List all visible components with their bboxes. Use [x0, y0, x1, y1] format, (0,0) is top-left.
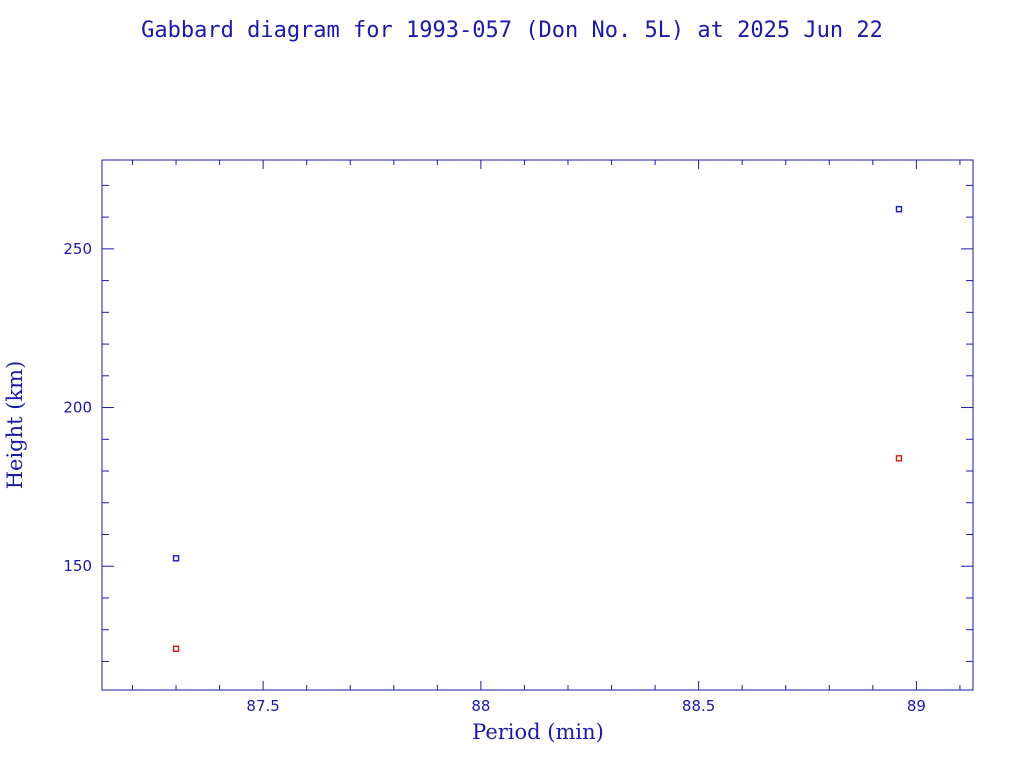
- x-tick-label: 89: [907, 697, 926, 715]
- x-axis-label: Period (min): [472, 720, 604, 744]
- tick-labels: 87.5 88 88.5 89 150 200 250: [63, 240, 926, 715]
- chart-title: Gabbard diagram for 1993-057 (Don No. 5L…: [141, 18, 883, 43]
- data-points: [172, 205, 903, 652]
- x-tick-label: 88: [471, 697, 490, 715]
- data-point: [895, 455, 903, 462]
- data-point: [172, 555, 180, 562]
- plot-frame: [101, 159, 974, 691]
- x-tick-label: 88.5: [682, 697, 715, 715]
- plot-frame-rect: [101, 159, 974, 691]
- y-axis-label: Height (km): [3, 361, 27, 490]
- data-point: [172, 645, 180, 652]
- axis-ticks: [102, 160, 973, 690]
- y-tick-label: 250: [63, 240, 92, 258]
- y-tick-label: 150: [63, 557, 92, 575]
- y-tick-label: 200: [63, 399, 92, 417]
- data-point: [895, 205, 903, 213]
- x-tick-label: 87.5: [246, 697, 279, 715]
